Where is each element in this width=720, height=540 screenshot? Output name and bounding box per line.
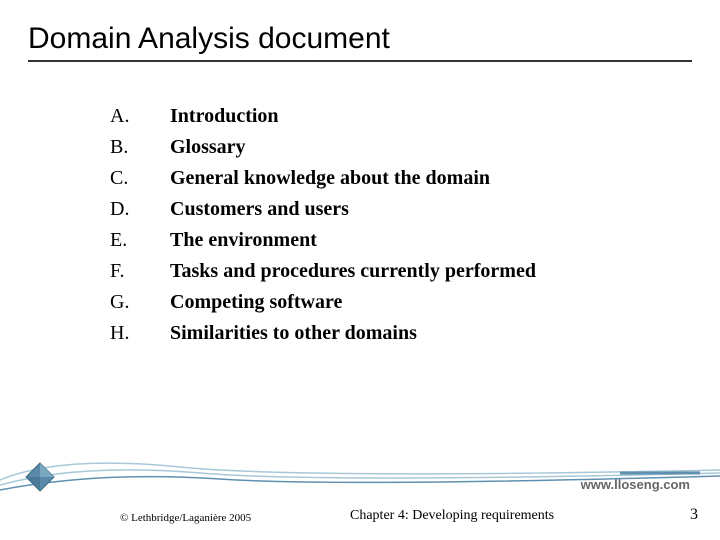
footer: © Lethbridge/Laganière 2005 Chapter 4: D… [0,500,720,524]
list-letter: A. [110,105,170,128]
list-letter: B. [110,136,170,159]
list-text: Competing software [170,291,342,314]
list-letter: G. [110,291,170,314]
list-text: Glossary [170,136,246,159]
chapter-label: Chapter 4: Developing requirements [350,508,554,524]
list-item: H. Similarities to other domains [110,322,536,345]
list-text: Customers and users [170,198,349,221]
list-item: A. Introduction [110,105,536,128]
list-item: E. The environment [110,229,536,252]
list-item: D. Customers and users [110,198,536,221]
list-text: Similarities to other domains [170,322,417,345]
list-item: C. General knowledge about the domain [110,167,536,190]
page-number: 3 [690,506,698,524]
list-item: B. Glossary [110,136,536,159]
list-letter: E. [110,229,170,252]
list-letter: D. [110,198,170,221]
list-text: The environment [170,229,317,252]
copyright-text: © Lethbridge/Laganière 2005 [120,512,251,524]
list-letter: F. [110,260,170,283]
outline-list: A. Introduction B. Glossary C. General k… [110,105,536,353]
title-underline [28,60,692,62]
list-item: F. Tasks and procedures currently perfor… [110,260,536,283]
footer-url: www.lloseng.com [581,477,690,492]
list-text: General knowledge about the domain [170,167,490,190]
list-text: Introduction [170,105,279,128]
list-text: Tasks and procedures currently performed [170,260,536,283]
slide: Domain Analysis document A. Introduction… [0,0,720,540]
slide-title: Domain Analysis document [28,22,390,56]
list-letter: H. [110,322,170,345]
list-letter: C. [110,167,170,190]
list-item: G. Competing software [110,291,536,314]
